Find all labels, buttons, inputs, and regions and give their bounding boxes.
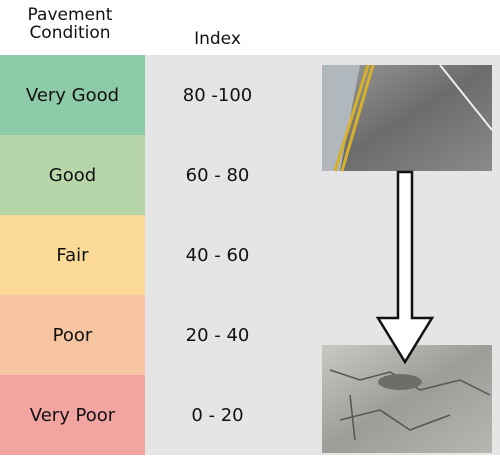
- poor-road-photo: [322, 345, 492, 453]
- infographic: Pavement Condition Index Very Good80 -10…: [0, 0, 500, 457]
- illustration: [0, 0, 500, 457]
- pothole: [378, 374, 422, 390]
- down-arrow: [378, 172, 432, 362]
